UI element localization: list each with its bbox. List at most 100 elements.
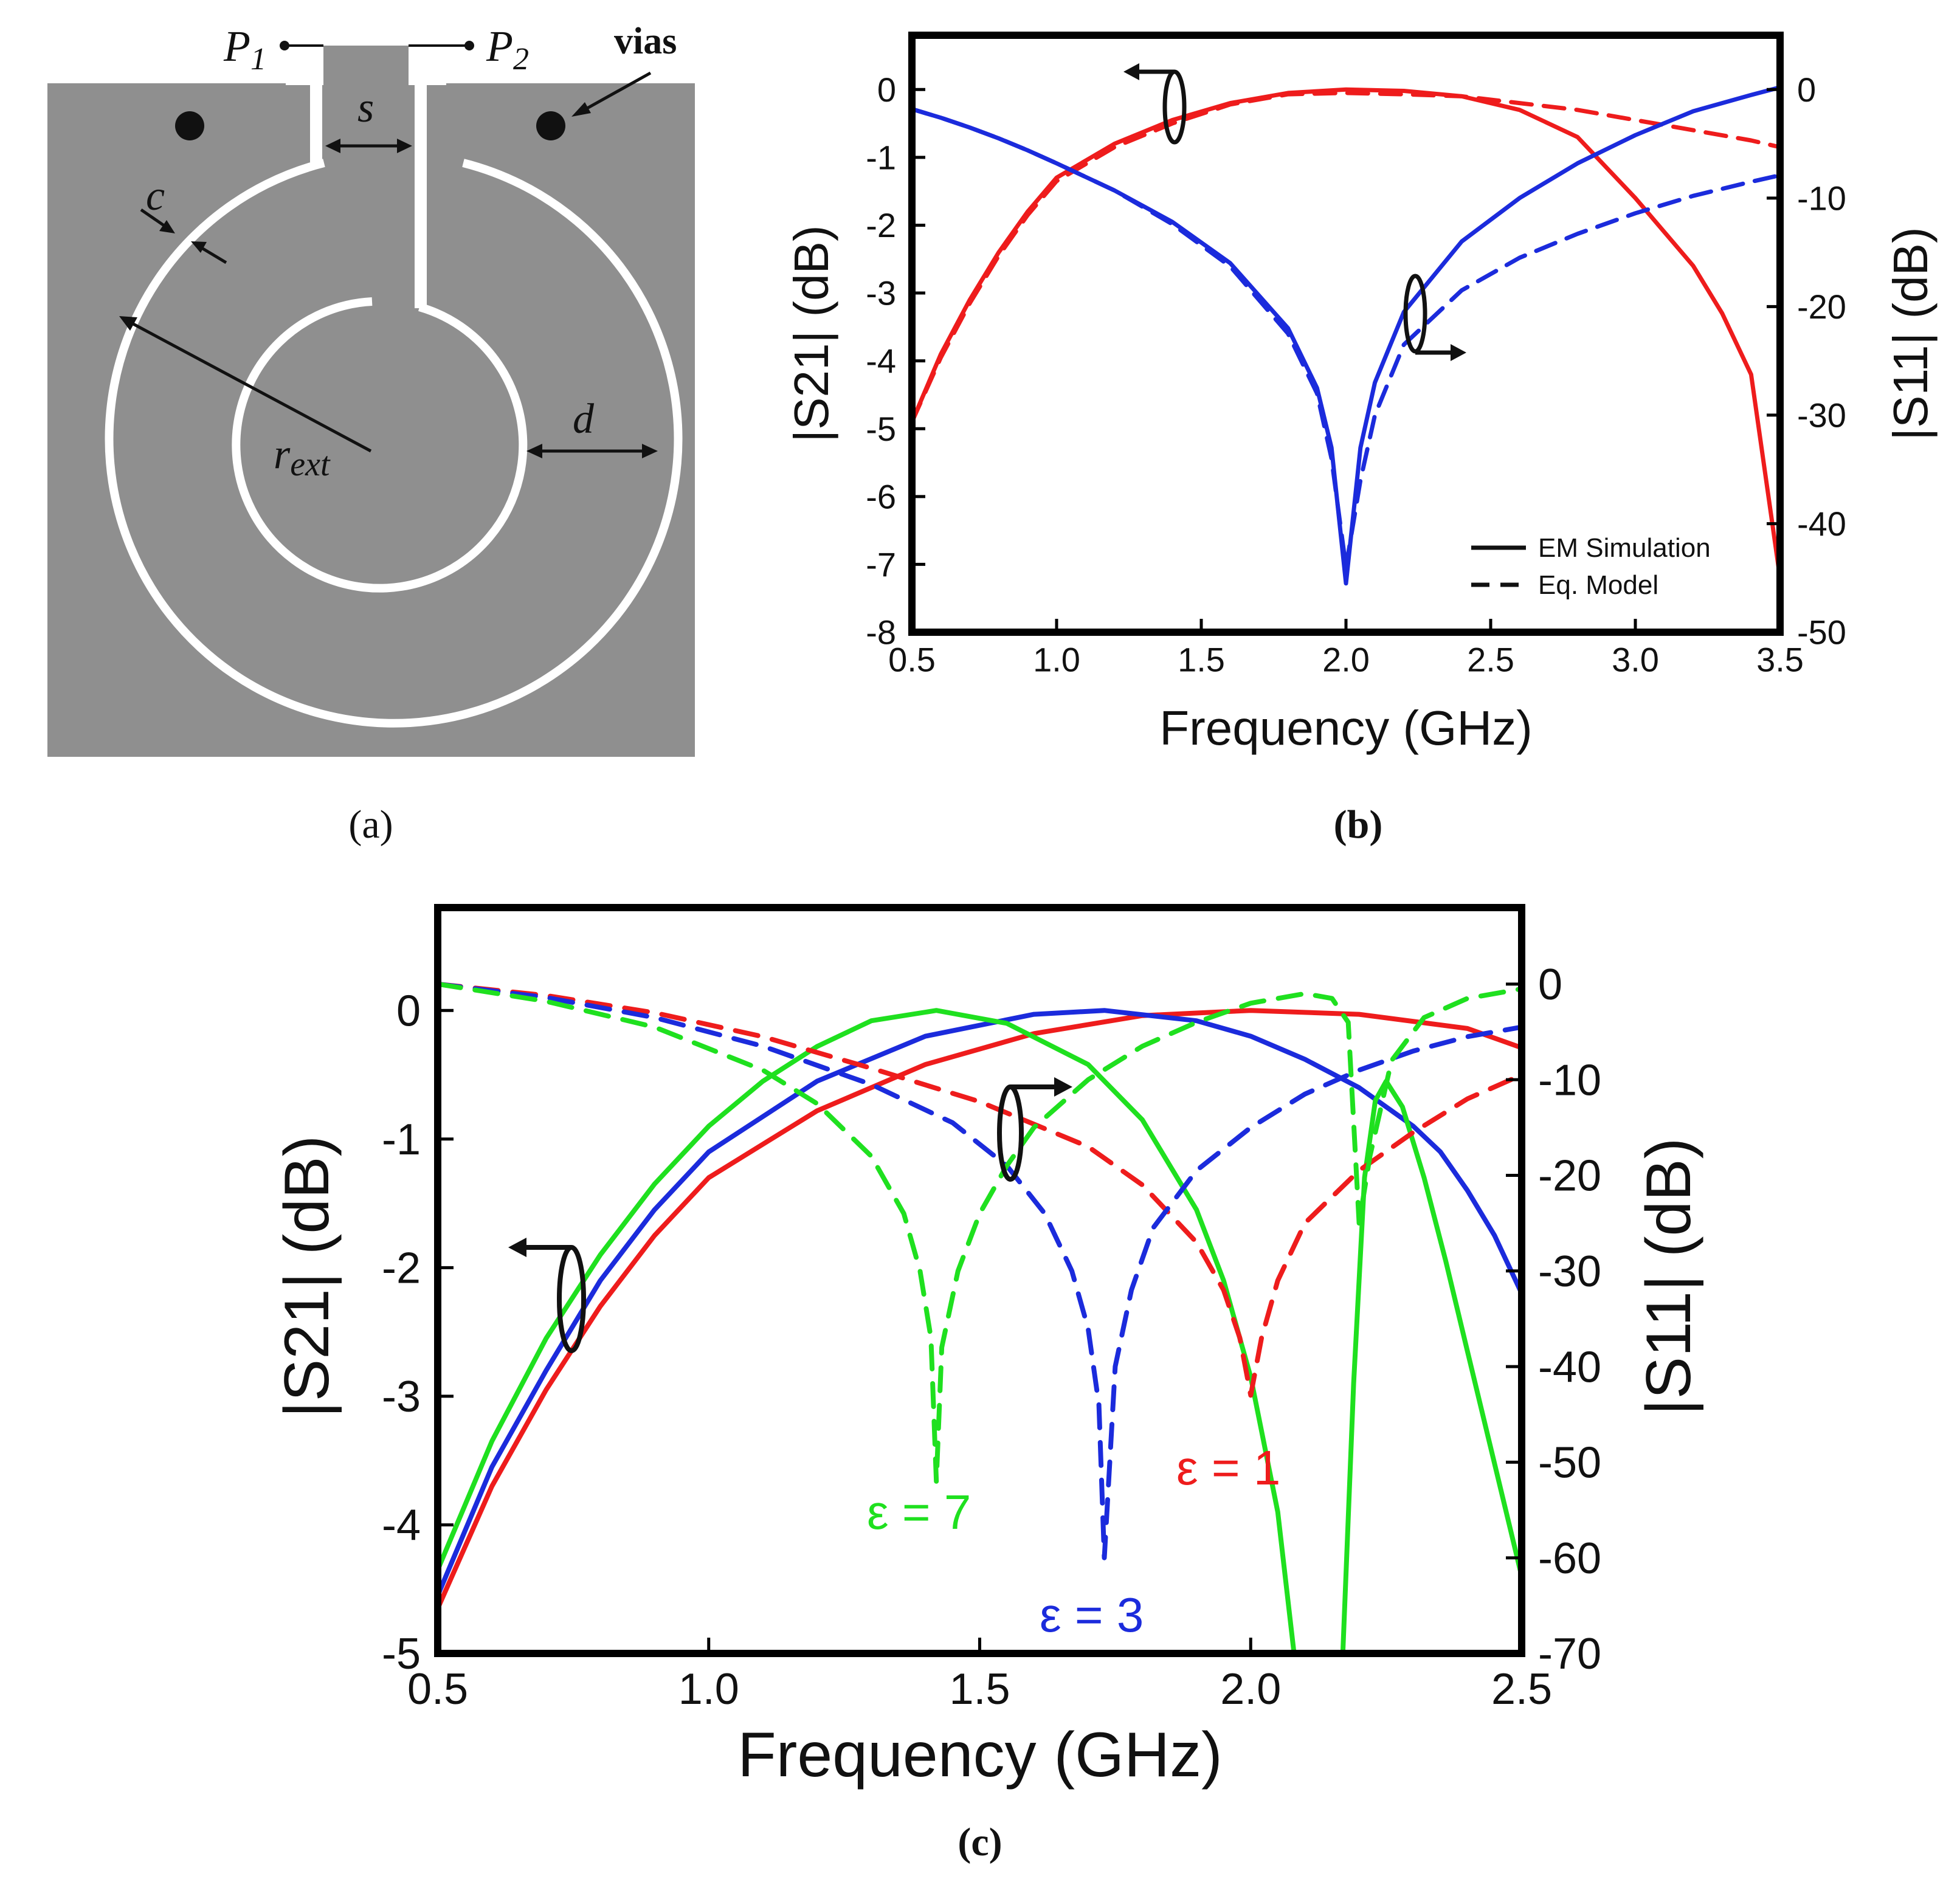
panel-b-y-left-tick-label: -8 <box>866 613 896 652</box>
caption-a: (a) <box>348 802 393 847</box>
panel-c-chart: 0.5 1.0 1.5 2.0 2.50-1-2-3-4-50-10-20-30-40-… <box>272 904 1704 1864</box>
panel-c-y-right-tick-label: -40 <box>1538 1343 1601 1391</box>
panel-b-y-left-tick-label: -7 <box>866 545 896 584</box>
panel-c-y-right-tick-label: -30 <box>1538 1247 1601 1296</box>
panel-c-y-right-tick-label: -70 <box>1538 1630 1601 1678</box>
panel-c-y-right-tick-label: -60 <box>1538 1534 1601 1583</box>
r-ext-arrow <box>126 319 372 453</box>
panel-b-series-1 <box>909 91 1782 424</box>
panel-b-y-left-tick-label: -6 <box>866 477 896 515</box>
panel-c-y-left-tick-label: -3 <box>382 1373 421 1421</box>
caption-c: (c) <box>958 1820 1002 1864</box>
panel-b-y-right-tick-label: -10 <box>1797 179 1846 217</box>
panel-b-chart: 0.5 1.0 1.5 2.0 2.5 3.0 3.5 0 -1 -2 -3 -4 -5 -6 -7 -8 0 -… <box>784 32 1938 847</box>
c-arrowhead-inner <box>191 241 207 253</box>
panel-b-x-tick-label: 1.5 <box>1178 640 1225 678</box>
panel-b-y-left-label: |S21| (dB) <box>784 225 838 442</box>
panel-b-y-right-tick-label: 0 <box>1797 71 1816 109</box>
left-feed-slot <box>310 83 322 162</box>
right-feed-slot <box>415 83 427 308</box>
panel-c-y-right-tick-label: -50 <box>1538 1439 1601 1487</box>
panel-b-s11-arrowhead <box>1451 344 1466 361</box>
panel-c-series-5 <box>435 981 1524 1560</box>
substrate-ground-plane <box>47 83 695 757</box>
panel-c-series-3 <box>1340 1078 1524 1656</box>
panel-c-axes-group: 0.5 1.0 1.5 2.0 2.50-1-2-3-4-50-10-20-30-40-… <box>382 960 1601 1714</box>
panel-b-y-left-tick-label: -5 <box>866 410 896 448</box>
panel-b-y-right-label: |S11| (dB) <box>1883 227 1938 440</box>
panel-b-s21-indicator-ellipse <box>1162 69 1187 145</box>
panel-b-x-tick-label: 3.0 <box>1612 640 1659 678</box>
panel-c-x-tick-label: 1.5 <box>949 1665 1010 1714</box>
panel-b-legend-em-simulation: EM Simulation <box>1538 533 1711 563</box>
panel-c-x-tick-label: 2.0 <box>1220 1665 1281 1714</box>
panel-c-y-right-tick-label: -10 <box>1538 1056 1601 1105</box>
panel-b-series-group <box>909 85 1782 586</box>
panel-b-x-tick-label: 0.5 <box>888 640 936 678</box>
panel-b-axes-group: 0.5 1.0 1.5 2.0 2.5 3.0 3.5 0 -1 -2 -3 -4 -5 -6 -7 -8 0 -… <box>866 71 1846 679</box>
panel-b-y-left-tick-label: -2 <box>866 206 896 244</box>
panel-b-x-axis-label: Frequency (GHz) <box>1159 701 1532 755</box>
inner-ring-slot <box>232 297 528 593</box>
panel-c-series-group <box>435 981 1524 1656</box>
panel-b-x-tick-label: 2.5 <box>1467 640 1514 678</box>
label-vias: vias <box>614 21 677 62</box>
panel-c-x-tick-label: 0.5 <box>407 1665 468 1714</box>
panel-b-s21-arrowhead <box>1123 63 1139 80</box>
r-ext-arrowhead <box>119 316 137 331</box>
via-right <box>536 111 565 140</box>
d-arrowhead-right <box>642 444 658 458</box>
label-d: d <box>573 396 595 443</box>
panel-c-s11-arrowhead <box>1054 1077 1072 1097</box>
outer-ring-slot <box>105 159 683 728</box>
panel-b-y-left-tick-label: -3 <box>866 274 896 312</box>
d-arrowhead-left <box>526 444 542 458</box>
panel-c-y-right-tick-label: 0 <box>1538 960 1562 1009</box>
panel-b-series-2 <box>909 85 1782 586</box>
s-arrowhead-left <box>325 139 340 153</box>
caption-b: (b) <box>1334 802 1383 847</box>
panel-c-x-tick-label: 2.5 <box>1491 1665 1552 1714</box>
panel-c-x-axis-label: Frequency (GHz) <box>737 1720 1223 1790</box>
port1-terminal <box>280 41 289 50</box>
panel-b-y-left-tick-label: -4 <box>866 342 896 380</box>
panel-c-annotation-eps1: ε = 1 <box>1176 1441 1280 1495</box>
vias-arrowhead <box>571 102 591 117</box>
panel-b-legend-eq-model: Eq. Model <box>1538 570 1658 600</box>
panel-c-series-6 <box>435 981 1524 1484</box>
label-p1: P1 <box>223 22 266 77</box>
c-arrowhead-outer <box>159 220 175 233</box>
label-r-ext: rext <box>274 431 331 483</box>
panel-c-y-right-label: |S11| (dB) <box>1634 1138 1704 1416</box>
panel-c-y-right-tick-label: -20 <box>1538 1152 1601 1201</box>
panel-b-y-right-tick-label: -50 <box>1797 613 1846 652</box>
panel-c-s21-arrowhead <box>508 1238 526 1257</box>
panel-b-y-left-tick-label: -1 <box>866 138 896 176</box>
panel-b-y-right-tick-label: -20 <box>1797 288 1846 326</box>
panel-c-annotation-eps3: ε = 3 <box>1040 1588 1144 1642</box>
panel-b-x-tick-label: 2.0 <box>1322 640 1370 678</box>
panel-b-series-0 <box>909 87 1782 581</box>
panel-c-series-0 <box>435 1008 1524 1611</box>
panel-b-x-tick-label: 1.0 <box>1033 640 1080 678</box>
via-left <box>175 111 204 140</box>
panel-c-annotation-eps7: ε = 7 <box>867 1485 971 1539</box>
panel-c-y-left-tick-label: -4 <box>382 1501 421 1550</box>
label-s: s <box>357 84 374 131</box>
panel-c-series-2 <box>435 1008 1297 1656</box>
panel-b-y-right-tick-label: -40 <box>1797 505 1846 543</box>
panel-c-series-4 <box>435 981 1524 1398</box>
feed-line-stub <box>323 46 409 86</box>
vias-arrow <box>575 71 652 116</box>
panel-c-y-left-tick-label: -1 <box>382 1115 421 1164</box>
panel-c-y-left-tick-label: 0 <box>396 987 421 1035</box>
panel-c-y-left-tick-label: -2 <box>382 1244 421 1293</box>
panel-c-y-left-tick-label: -5 <box>382 1630 421 1678</box>
panel-b-y-right-tick-label: -30 <box>1797 396 1846 435</box>
panel-c-y-left-label: |S21| (dB) <box>272 1136 342 1418</box>
panel-c-s11-indicator-ellipse <box>997 1084 1024 1182</box>
panel-a-layout-diagram: P1 P2 vias s c rext d (a) <box>47 21 695 847</box>
panel-c-series-1 <box>435 1008 1524 1598</box>
panel-b-y-left-tick-label: 0 <box>877 71 896 109</box>
